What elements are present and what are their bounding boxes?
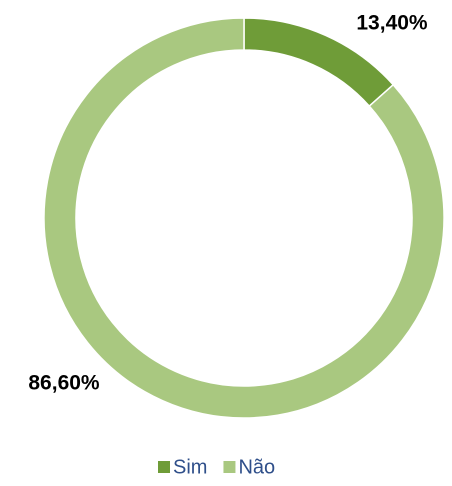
donut-slice — [43, 17, 445, 419]
legend-swatch — [158, 461, 170, 473]
legend-swatch — [223, 461, 236, 473]
legend-label: Não — [238, 456, 275, 478]
legend-label: Sim — [173, 456, 207, 478]
value-label: 86,60% — [28, 372, 100, 395]
value-label: 13,40% — [356, 12, 428, 35]
